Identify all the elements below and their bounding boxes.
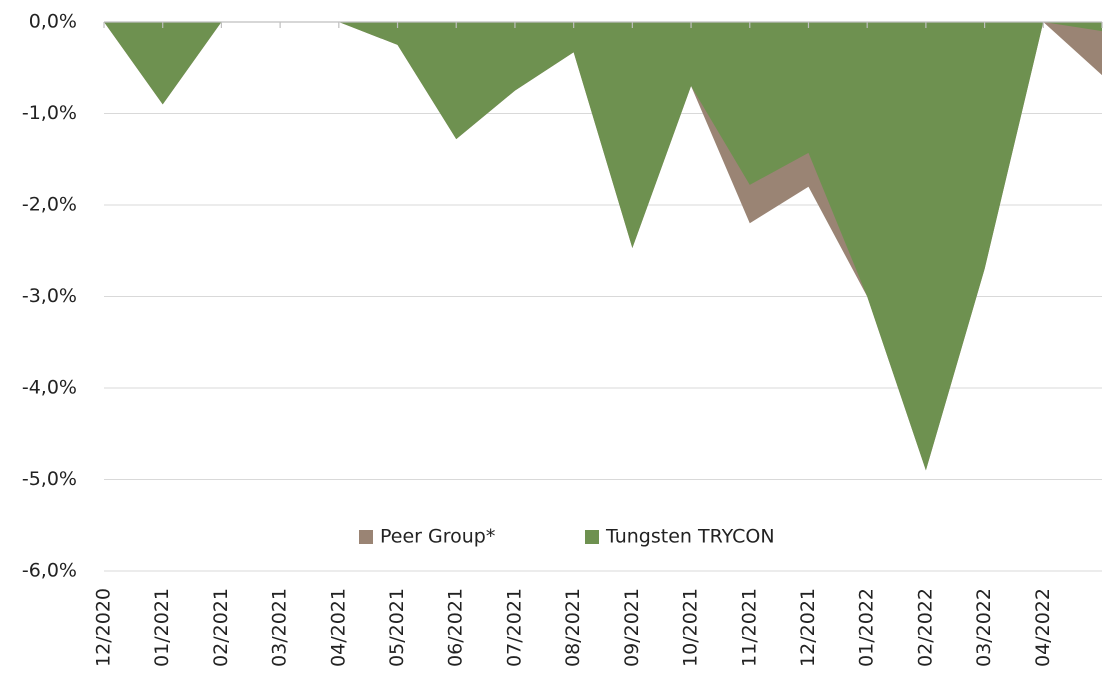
x-tick-label: 04/2022 [1032,588,1054,667]
y-tick-label: -3,0% [22,285,77,307]
x-tick-label: 07/2021 [503,588,525,667]
legend-label: Peer Group* [380,526,495,548]
area [104,22,1102,471]
x-tick-label: 12/2021 [797,588,819,667]
x-tick-label: 01/2022 [856,588,878,667]
x-tick-label: 03/2022 [973,588,995,667]
x-tick-label: 02/2022 [914,588,936,667]
y-tick-label: -1,0% [22,102,77,124]
y-tick-label: -4,0% [22,377,77,399]
x-tick-label: 12/2020 [93,588,115,667]
y-tick-label: -2,0% [22,194,77,216]
x-tick-label: 06/2021 [445,588,467,667]
legend-label: Tungsten TRYCON [605,526,775,548]
legend-swatch [585,530,599,544]
y-tick-label: -6,0% [22,560,77,582]
x-tick-label: 01/2021 [151,588,173,667]
y-tick-label: 0,0% [29,11,77,33]
x-tick-label: 02/2021 [210,588,232,667]
x-tick-label: 09/2021 [621,588,643,667]
x-tick-label: 03/2021 [269,588,291,667]
x-tick-label: 04/2021 [327,588,349,667]
x-tick-label: 11/2021 [738,588,760,667]
x-tick-label: 08/2021 [562,588,584,667]
y-tick-label: -5,0% [22,468,77,490]
x-tick-label: 10/2021 [680,588,702,667]
legend-swatch [359,530,373,544]
x-tick-label: 05/2021 [386,588,408,667]
